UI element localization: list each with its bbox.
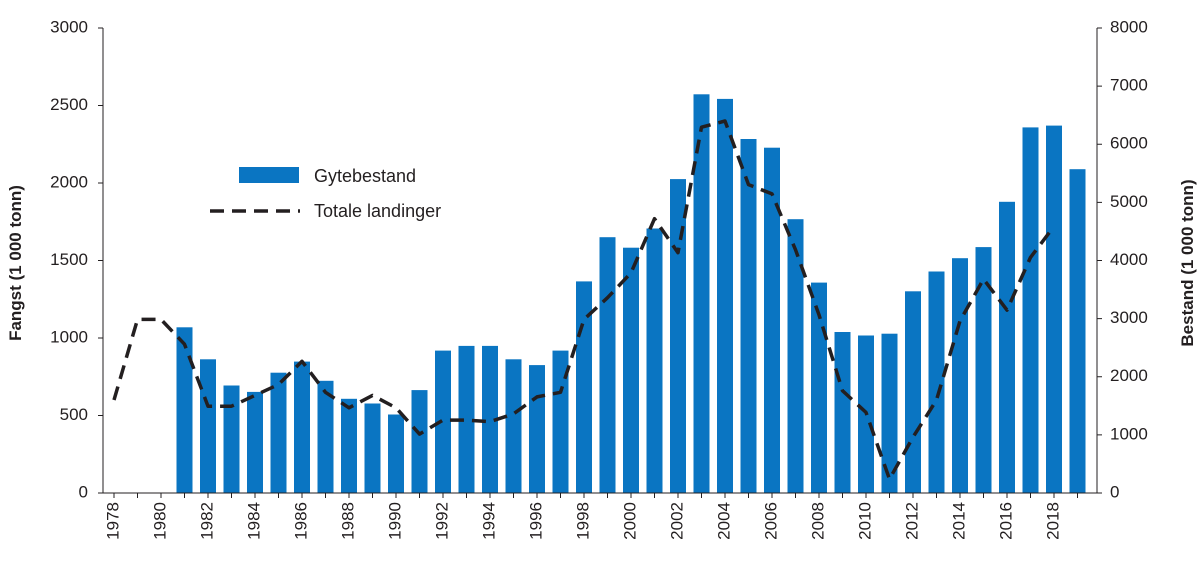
x-tick-label: 1992 — [432, 502, 451, 540]
bar-1993 — [458, 345, 475, 493]
right-tick-label: 2000 — [1110, 366, 1148, 385]
x-tick-label: 1978 — [103, 502, 122, 540]
x-tick-label: 2016 — [996, 502, 1015, 540]
bar-2019 — [1069, 169, 1086, 493]
bar-1992 — [435, 350, 451, 493]
bar-2002 — [670, 179, 686, 493]
x-ticks-group: 1978 1980 1982 1984 1986 1988 1990 1992 1994 1996… — [103, 493, 1078, 540]
right-tick-label: 6000 — [1110, 134, 1148, 153]
bar-1981 — [176, 327, 193, 493]
x-tick-label: 1990 — [385, 502, 404, 540]
left-tick-label: 2500 — [50, 95, 88, 114]
x-tick-label: 1980 — [150, 502, 169, 540]
x-tick-label: 1982 — [197, 502, 216, 540]
bar-2011 — [881, 333, 898, 493]
legend-swatch-gytebestand — [239, 167, 299, 183]
x-tick-label: 1986 — [291, 502, 310, 540]
bar-2012 — [905, 291, 921, 493]
x-tick-label: 1984 — [244, 502, 263, 540]
x-tick-label: 2018 — [1043, 502, 1062, 540]
bar-1986 — [294, 361, 310, 493]
x-tick-label: 2000 — [620, 502, 639, 540]
bar-1997 — [552, 350, 569, 493]
bar-2009 — [834, 332, 851, 493]
right-tick-label: 8000 — [1110, 17, 1148, 36]
bar-2005 — [740, 139, 757, 493]
bar-2006 — [764, 147, 780, 493]
bar-2017 — [1022, 127, 1039, 494]
bar-2016 — [999, 201, 1015, 494]
x-tick-label: 2008 — [808, 502, 827, 540]
bar-1996 — [529, 365, 545, 493]
bar-1995 — [505, 359, 522, 493]
right-tick-label: 3000 — [1110, 308, 1148, 327]
legend-label-totale-landinger: Totale landinger — [314, 201, 441, 221]
legend: Gytebestand Totale landinger — [210, 166, 441, 221]
x-tick-label: 2010 — [855, 502, 874, 540]
left-tick-label: 3000 — [50, 17, 88, 36]
y-axis-left-title: Fangst (1 000 tonn) — [6, 185, 25, 341]
x-tick-label: 2014 — [949, 502, 968, 540]
bar-1999 — [599, 237, 616, 493]
bar-2003 — [693, 94, 710, 494]
bar-1990 — [388, 414, 404, 493]
right-tick-label: 7000 — [1110, 76, 1148, 95]
bar-1988 — [341, 398, 357, 493]
bar-1994 — [482, 345, 498, 493]
x-tick-label: 1988 — [338, 502, 357, 540]
left-ticks-group: 0 500 1000 1500 2000 2500 3000 — [50, 17, 103, 501]
right-tick-label: 1000 — [1110, 424, 1148, 443]
bars-group — [176, 94, 1086, 494]
bar-1991 — [411, 390, 428, 493]
bar-2001 — [646, 228, 663, 493]
bar-2004 — [717, 98, 733, 494]
legend-label-gytebestand: Gytebestand — [314, 166, 416, 186]
left-tick-label: 500 — [60, 405, 88, 424]
bar-2000 — [623, 247, 639, 493]
x-tick-label: 2012 — [902, 502, 921, 540]
bar-1985 — [270, 372, 287, 493]
left-tick-label: 1500 — [50, 250, 88, 269]
left-tick-label: 1000 — [50, 327, 88, 346]
left-tick-label: 2000 — [50, 172, 88, 191]
x-tick-label: 1996 — [526, 502, 545, 540]
bar-1984 — [247, 391, 263, 493]
right-tick-label: 0 — [1110, 482, 1119, 501]
right-ticks-group: 0 1000 2000 3000 4000 5000 6000 7000 8000 — [1097, 17, 1148, 501]
right-tick-label: 4000 — [1110, 250, 1148, 269]
bar-1987 — [317, 380, 334, 493]
bar-2015 — [975, 247, 992, 493]
y-axis-right-title: Bestand (1 000 tonn) — [1178, 179, 1197, 346]
series-line-totale-landinger — [112, 119, 1056, 481]
x-tick-label: 2006 — [761, 502, 780, 540]
bar-2008 — [811, 282, 827, 493]
x-tick-label: 2002 — [667, 502, 686, 540]
bar-2014 — [952, 258, 968, 493]
bar-1989 — [364, 403, 381, 493]
x-tick-label: 1994 — [479, 502, 498, 540]
right-tick-label: 5000 — [1110, 192, 1148, 211]
bar-2013 — [928, 271, 945, 493]
bar-1982 — [200, 359, 216, 493]
bar-2007 — [787, 219, 804, 493]
x-tick-label: 1998 — [573, 502, 592, 540]
x-tick-label: 2004 — [714, 502, 733, 540]
bar-2018 — [1046, 125, 1062, 493]
left-tick-label: 0 — [79, 482, 88, 501]
bar-1983 — [223, 385, 240, 493]
